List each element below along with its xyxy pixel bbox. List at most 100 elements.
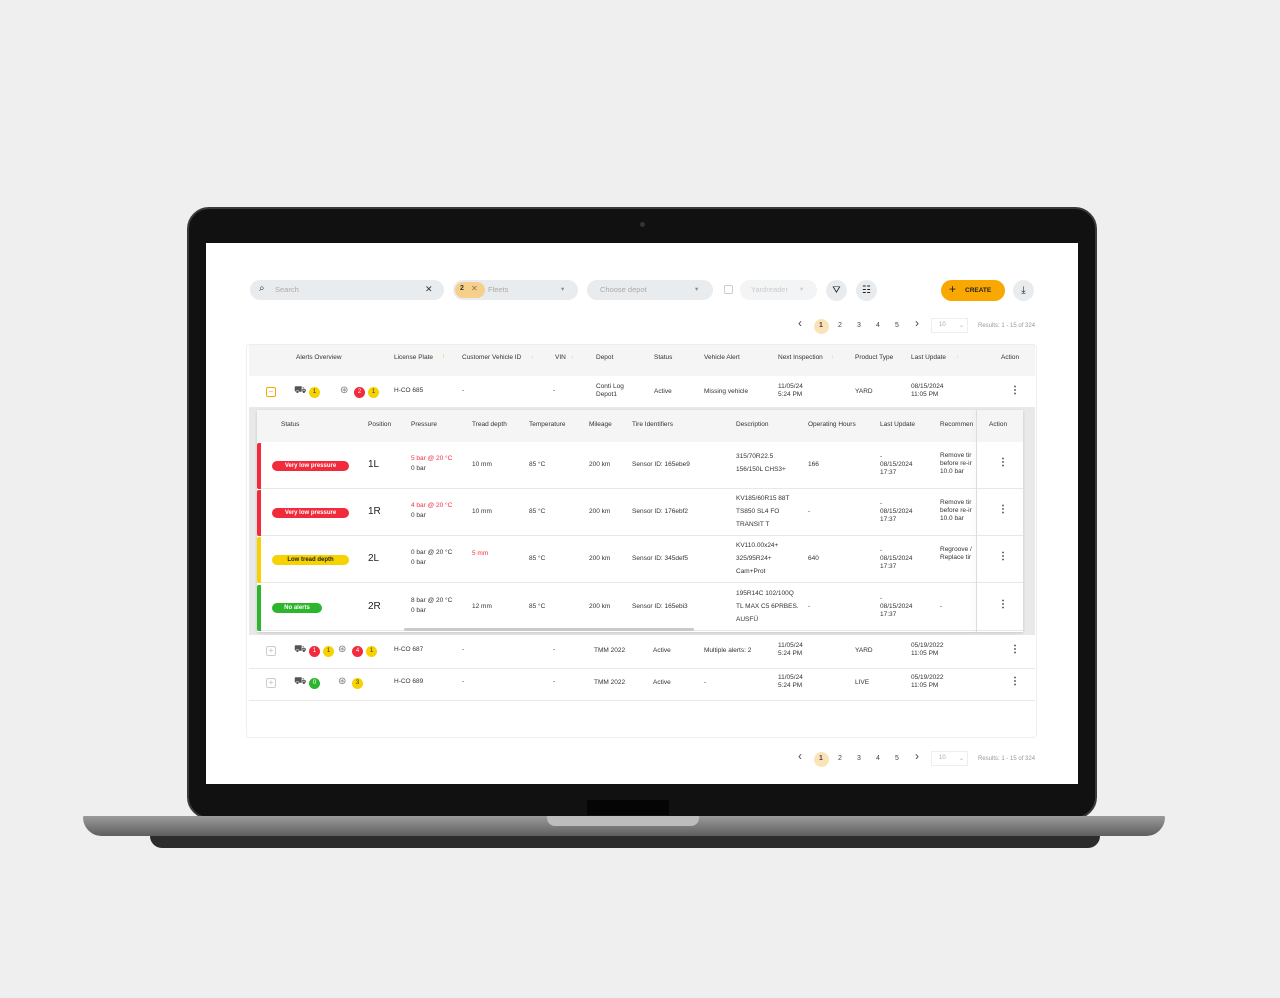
page-4[interactable]: 4 [876, 322, 880, 329]
tire-row[interactable] [257, 537, 1023, 583]
column-header[interactable]: Status [654, 354, 673, 361]
depot-select[interactable]: Choose depot ▾ [587, 280, 713, 300]
tire-column-header[interactable]: Tread depth [472, 421, 507, 428]
expand-icon[interactable]: + [266, 678, 276, 688]
remove-fleet-icon[interactable]: ✕ [471, 284, 478, 293]
tread-depth: 5 mm [472, 550, 489, 557]
page-2[interactable]: 2 [838, 755, 842, 762]
column-header[interactable]: Action [1001, 354, 1020, 361]
more-actions-icon[interactable]: ⋮ [998, 599, 1008, 610]
more-actions-icon[interactable]: ⋮ [998, 551, 1008, 562]
tire-column-header[interactable]: Mileage [589, 421, 612, 428]
yardreader-checkbox[interactable] [724, 285, 733, 294]
column-header[interactable]: VIN [555, 354, 566, 361]
tire-last-update: - [880, 595, 883, 602]
tire-row[interactable] [257, 490, 1023, 536]
column-header[interactable]: Next Inspection [778, 354, 823, 361]
tire-last-update: 17:37 [880, 516, 897, 523]
mileage: 200 km [589, 603, 611, 610]
chevron-right-icon[interactable]: › [915, 316, 919, 330]
more-actions-icon[interactable]: ⋮ [1010, 385, 1020, 396]
per-page-value: 10 [939, 322, 946, 328]
tire-column-header[interactable]: Tire Identifiers [632, 421, 673, 428]
table-row[interactable] [249, 669, 1035, 701]
status-indicator-bar [257, 443, 261, 489]
page-3[interactable]: 3 [857, 322, 861, 329]
page-2[interactable]: 2 [838, 322, 842, 329]
tire-description: 156/150L CHS3+ [736, 466, 786, 473]
chevron-left-icon[interactable]: ‹ [798, 749, 802, 763]
pressure-secondary: 0 bar [411, 607, 426, 614]
chevron-down-icon: ⌄ [959, 756, 965, 762]
tire-row[interactable] [257, 443, 1023, 489]
filter-icon[interactable]: ⛛ [826, 280, 847, 301]
table-row[interactable] [249, 637, 1035, 669]
chevron-left-icon[interactable]: ‹ [798, 316, 802, 330]
tire-column-header[interactable]: Temperature [529, 421, 566, 428]
tire-column-header[interactable]: Position [368, 421, 392, 428]
tire-column-header[interactable]: Last Update [880, 421, 916, 428]
more-actions-icon[interactable]: ⋮ [1010, 644, 1020, 655]
page-5[interactable]: 5 [895, 322, 899, 329]
tire-description: KV185/60R15 88T [736, 495, 790, 502]
expand-icon[interactable]: + [266, 646, 276, 656]
status-indicator-bar [257, 537, 261, 583]
sort-icon[interactable]: ↓ [531, 353, 535, 360]
create-button[interactable]: + CREATE [941, 280, 1005, 301]
sort-icon[interactable]: ↓ [831, 353, 835, 360]
truck-icon: ⛟ [294, 385, 307, 396]
sort-icon[interactable]: ↓ [571, 353, 575, 360]
tire-position: 1L [368, 459, 380, 470]
tire-description: 315/70R22.5 [736, 453, 774, 460]
pressure-secondary: 0 bar [411, 465, 426, 472]
page-5[interactable]: 5 [895, 755, 899, 762]
column-header[interactable]: License Plate [394, 354, 434, 361]
column-header[interactable]: Vehicle Alert [704, 354, 740, 361]
sort-asc-icon[interactable]: ↑ [442, 353, 446, 360]
tire-icon: ⊛ [338, 644, 347, 655]
tire-alert-badge: 2 [354, 387, 365, 398]
tread-depth: 10 mm [472, 461, 492, 468]
column-header[interactable]: Product Type [855, 354, 894, 361]
per-page-select[interactable]: 10 ⌄ [931, 751, 968, 766]
results-count: Results: 1 - 15 of 324 [978, 756, 1036, 762]
collapse-icon[interactable]: − [266, 387, 276, 397]
vehicle-alert: Multiple alerts: 2 [704, 647, 752, 654]
tire-column-header[interactable]: Recommen [940, 421, 974, 428]
tire-column-header[interactable]: Pressure [411, 421, 438, 428]
search-input[interactable]: ⌕ Search ✕ [250, 280, 444, 300]
per-page-select[interactable]: 10 ⌄ [931, 318, 968, 333]
page-1[interactable]: 1 [819, 322, 823, 329]
tire-column-header[interactable]: Operating Hours [808, 421, 856, 428]
fleets-select[interactable]: 2 ✕ Fleets ▾ [453, 280, 578, 300]
column-header[interactable]: Last Update [911, 354, 947, 361]
plus-icon: + [949, 282, 957, 296]
tire-description: TRANSIT T [736, 521, 770, 528]
vehicle-alert-badge: 1 [309, 646, 320, 657]
clear-icon[interactable]: ✕ [425, 284, 433, 294]
download-icon[interactable]: ⤓ [1013, 280, 1034, 301]
page-4[interactable]: 4 [876, 755, 880, 762]
column-header[interactable]: Depot [596, 354, 614, 361]
tire-status-badge: Very low pressure [272, 461, 349, 471]
search-icon: ⌕ [259, 283, 265, 294]
pressure: 5 bar @ 20 °C [411, 455, 453, 462]
column-header[interactable]: Customer Vehicle ID [462, 354, 522, 361]
tread-depth: 12 mm [472, 603, 492, 610]
column-header[interactable]: Alerts Overview [296, 354, 342, 361]
tire-column-header[interactable]: Status [281, 421, 300, 428]
more-actions-icon[interactable]: ⋮ [998, 504, 1008, 515]
tire-column-header[interactable]: Description [736, 421, 769, 428]
sort-icon[interactable]: ↓ [956, 353, 960, 360]
more-actions-icon[interactable]: ⋮ [998, 457, 1008, 468]
tire-column-header[interactable]: Action [989, 421, 1008, 428]
chevron-right-icon[interactable]: › [915, 749, 919, 763]
page-1[interactable]: 1 [819, 755, 823, 762]
sensor-id: Sensor ID: 165ebe9 [632, 461, 690, 468]
settings-sliders-icon[interactable]: ☷ [856, 280, 877, 301]
horizontal-scrollbar[interactable] [404, 628, 694, 631]
fleet-count-chip[interactable] [455, 282, 485, 298]
yardreader-select[interactable]: Yardreader ▾ [740, 280, 817, 300]
more-actions-icon[interactable]: ⋮ [1010, 676, 1020, 687]
page-3[interactable]: 3 [857, 755, 861, 762]
